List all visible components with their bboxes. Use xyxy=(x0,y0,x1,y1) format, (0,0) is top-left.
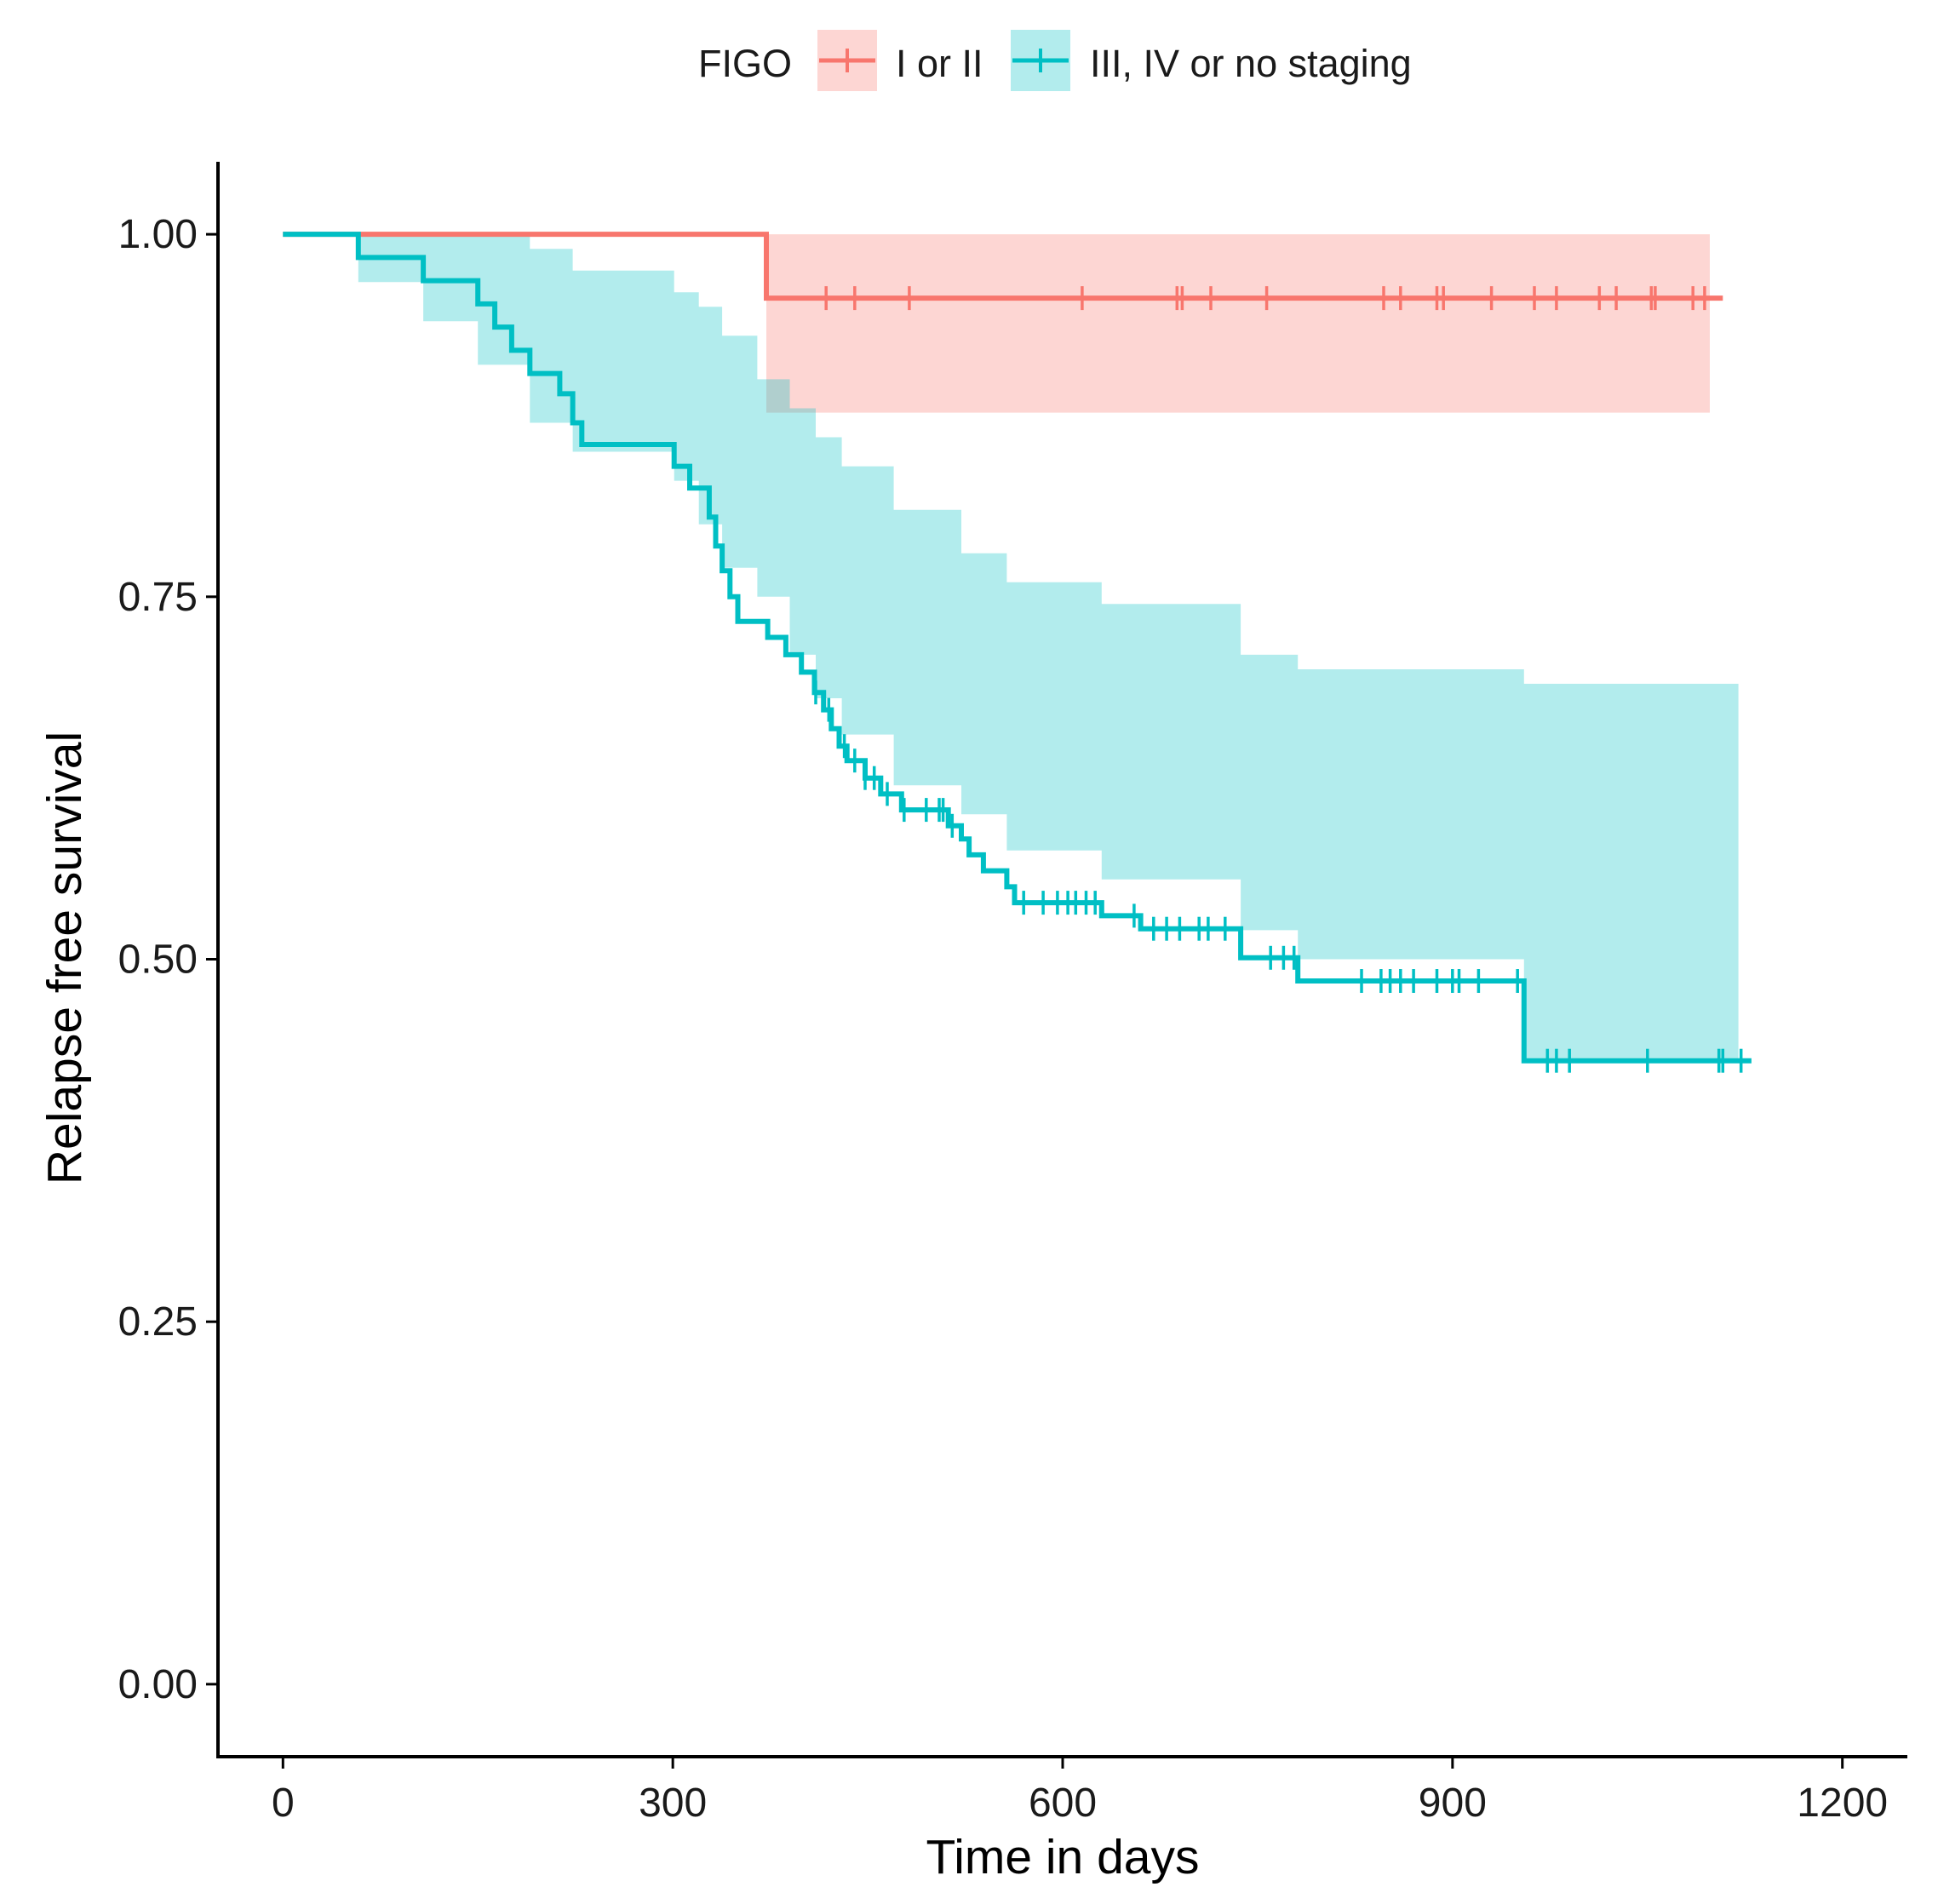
y-tick-label: 0.50 xyxy=(118,938,198,983)
x-axis-title: Time in days xyxy=(926,1830,1200,1884)
x-tick-label: 300 xyxy=(639,1781,707,1826)
y-axis-title: Relapse free survival xyxy=(37,731,92,1184)
x-tick-label: 600 xyxy=(1029,1781,1097,1826)
survival-curve-series-1 xyxy=(283,232,1752,1064)
legend-key-iii-iv xyxy=(1011,30,1070,91)
confidence-band-series-1 xyxy=(283,234,1739,1061)
legend-title: FIGO xyxy=(698,42,792,85)
legend-key-i-or-ii xyxy=(817,30,877,91)
legend-label-i-or-ii: I or II xyxy=(896,42,983,85)
y-tick-label: 0.00 xyxy=(118,1662,198,1707)
x-tick-label: 0 xyxy=(272,1781,295,1826)
y-tick-label: 0.25 xyxy=(118,1299,198,1345)
y-tick-label: 1.00 xyxy=(118,212,198,257)
x-tick-label: 1200 xyxy=(1797,1781,1888,1826)
y-tick-label: 0.75 xyxy=(118,575,198,620)
survival-curve-series-0 xyxy=(283,232,1723,301)
confidence-band-series-0 xyxy=(766,234,1710,413)
y-axis-ticks: 0.00 0.25 0.50 0.75 1.00 xyxy=(118,212,218,1707)
plot-area xyxy=(283,232,1752,1073)
x-tick-label: 900 xyxy=(1419,1781,1487,1826)
legend-label-iii-iv-no-staging: III, IV or no staging xyxy=(1090,42,1412,85)
legend: FIGO I or II III, IV or no staging xyxy=(698,30,1412,91)
x-axis-ticks: 0 300 600 900 1200 xyxy=(272,1757,1888,1826)
